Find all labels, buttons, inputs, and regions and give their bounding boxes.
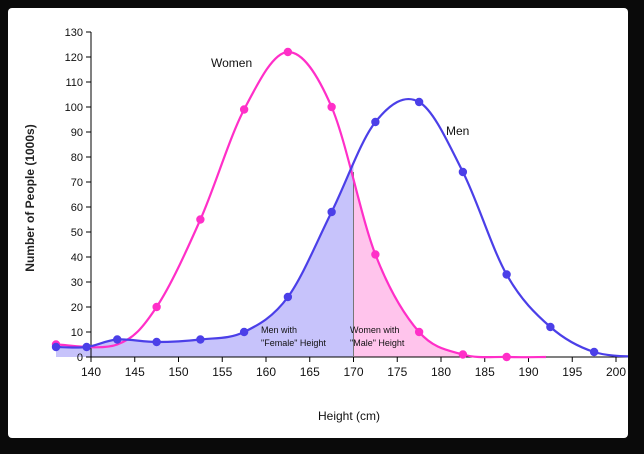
x-tick-label: 155: [212, 365, 232, 379]
y-tick-label: 110: [65, 77, 83, 89]
men-data-point: [152, 337, 161, 347]
men-data-point: [239, 327, 249, 337]
men-series-label: Men: [446, 124, 469, 138]
men-data-point: [458, 167, 468, 177]
x-tick-label: 160: [256, 365, 276, 379]
x-tick-label: 165: [300, 365, 320, 379]
y-tick-label: 40: [71, 252, 83, 264]
x-tick-label: 200: [606, 365, 626, 379]
y-tick-label: 60: [71, 202, 83, 214]
men-data-point: [51, 342, 61, 352]
women-data-point: [502, 352, 511, 362]
women-data-point: [239, 105, 249, 114]
y-tick-label: 30: [71, 277, 83, 289]
chart-frame: 0 10 20 30 40 50 60 70 80 90 100 110 120 130 140 145 15…: [8, 8, 628, 438]
men-data-point: [113, 335, 122, 344]
y-tick-label: 80: [71, 152, 83, 164]
y-axis-label: Number of People (1000s): [23, 124, 37, 271]
shaded-areas: [56, 162, 546, 357]
x-tick-label: 175: [387, 365, 407, 379]
men-data-point: [414, 97, 424, 107]
y-axis-ticks: 0 10 20 30 40 50 60 70 80 90 100 110 120 130: [65, 27, 91, 364]
y-tick-label: 20: [71, 302, 83, 314]
x-tick-label: 190: [518, 365, 538, 379]
x-tick-label: 185: [475, 365, 495, 379]
men-data-point: [589, 347, 599, 357]
y-tick-label: 50: [71, 227, 83, 239]
y-tick-label: 120: [65, 52, 83, 64]
men-data-point: [283, 292, 293, 302]
women-data-point: [152, 302, 161, 312]
x-axis-label: Height (cm): [318, 409, 380, 423]
women-data-point: [327, 102, 336, 112]
series-points: [51, 47, 599, 362]
x-tick-label: 140: [81, 365, 101, 379]
y-tick-label: 130: [65, 27, 83, 39]
height-distribution-chart: 0 10 20 30 40 50 60 70 80 90 100 110 120 130 140 145 15…: [23, 27, 628, 423]
women-series-label: Women: [211, 56, 252, 70]
men-data-point: [546, 322, 555, 332]
x-tick-label: 195: [562, 365, 582, 379]
y-tick-label: 100: [65, 102, 83, 114]
men-data-point: [196, 335, 205, 344]
x-tick-label: 150: [168, 365, 188, 379]
y-tick-label: 0: [77, 352, 83, 364]
y-tick-label: 70: [71, 177, 83, 189]
x-tick-label: 145: [125, 365, 145, 379]
x-axis-ticks: 140 145 150 155 160 165 170 175 180 185 190 195 200: [81, 357, 626, 379]
men-data-point: [371, 117, 380, 127]
men-data-point: [502, 270, 511, 279]
women-data-point: [196, 215, 205, 224]
women-data-point: [458, 350, 468, 359]
y-tick-label: 10: [71, 327, 83, 339]
y-tick-label: 90: [71, 127, 83, 139]
men-female-height-annotation-line1: Men with: [261, 325, 297, 335]
women-data-point: [371, 250, 380, 259]
women-male-height-area: [353, 179, 546, 357]
men-female-height-annotation-line2: "Female" Height: [261, 338, 326, 348]
women-male-height-annotation-line1: Women with: [350, 325, 399, 335]
x-tick-label: 170: [343, 365, 363, 379]
men-data-point: [82, 342, 91, 352]
men-curve: [55, 97, 628, 358]
men-data-point: [327, 207, 336, 217]
women-data-point: [283, 47, 293, 57]
women-data-point: [414, 327, 424, 337]
x-tick-label: 180: [431, 365, 451, 379]
women-male-height-annotation-line2: "Male" Height: [350, 338, 405, 348]
